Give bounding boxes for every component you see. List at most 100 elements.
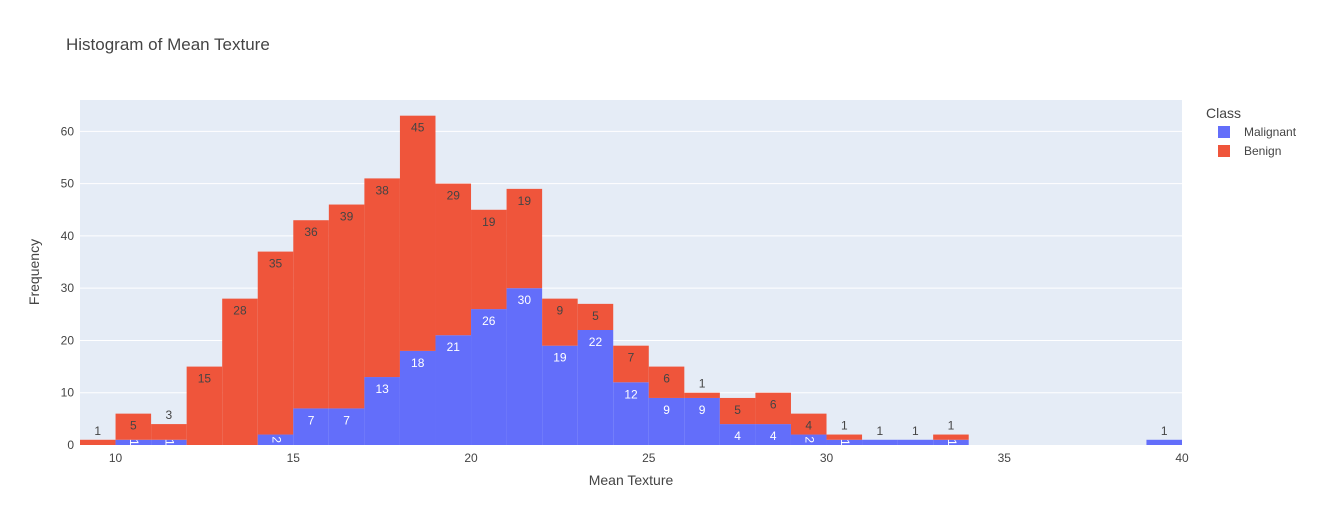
- legend-swatch-benign: [1218, 145, 1230, 157]
- bar-malignant[interactable]: [719, 424, 756, 445]
- bar-malignant[interactable]: [506, 288, 543, 445]
- bar-value-label: 28: [233, 304, 247, 318]
- bar-benign[interactable]: [364, 178, 400, 378]
- bar-benign[interactable]: [471, 209, 507, 310]
- legend-title: Class: [1206, 105, 1241, 121]
- bar-benign[interactable]: [577, 303, 614, 330]
- bar-value-label: 5: [592, 309, 599, 323]
- bar-malignant[interactable]: [151, 439, 187, 445]
- bar-benign[interactable]: [684, 392, 720, 398]
- bar-benign[interactable]: [826, 434, 863, 440]
- bar-benign[interactable]: [755, 392, 791, 425]
- bar-malignant[interactable]: [826, 439, 863, 445]
- bar-value-label: 1: [838, 439, 852, 446]
- bar-benign[interactable]: [328, 204, 365, 409]
- x-tick-label: 40: [1175, 451, 1189, 465]
- bar-value-label: 5: [130, 419, 137, 433]
- legend-label-benign: Benign: [1244, 144, 1281, 158]
- bar-malignant[interactable]: [293, 408, 329, 445]
- bar-value-label: 36: [304, 225, 318, 239]
- bar-benign[interactable]: [186, 366, 223, 445]
- bar-value-label: 1: [163, 439, 177, 446]
- bar-benign[interactable]: [151, 424, 187, 440]
- bar-value-label: 2: [269, 436, 283, 443]
- bar-value-label: 26: [482, 314, 496, 328]
- bar-malignant[interactable]: [115, 439, 152, 445]
- legend: Class Malignant Benign: [1206, 105, 1297, 158]
- bar-value-label: 1: [841, 419, 848, 433]
- bar-benign[interactable]: [80, 439, 116, 445]
- bar-malignant[interactable]: [897, 439, 934, 445]
- x-tick-label: 35: [998, 451, 1012, 465]
- bar-malignant[interactable]: [1146, 439, 1182, 445]
- bar-benign[interactable]: [115, 413, 152, 440]
- x-tick-label: 10: [109, 451, 123, 465]
- bar-value-label: 1: [94, 424, 101, 438]
- bar-malignant[interactable]: [257, 434, 294, 445]
- bar-value-label: 6: [663, 372, 670, 386]
- bar-benign[interactable]: [933, 434, 969, 440]
- bar-benign[interactable]: [222, 298, 258, 445]
- bar-malignant[interactable]: [399, 350, 436, 445]
- y-tick-label: 30: [61, 281, 75, 295]
- x-axis-title: Mean Texture: [589, 472, 674, 488]
- bar-benign[interactable]: [506, 188, 543, 289]
- x-tick-label: 30: [820, 451, 834, 465]
- bar-benign[interactable]: [613, 345, 649, 383]
- legend-item-benign[interactable]: Benign: [1218, 144, 1281, 158]
- bar-benign[interactable]: [790, 413, 827, 435]
- y-tick-label: 60: [61, 124, 75, 138]
- legend-swatch-malignant: [1218, 126, 1230, 138]
- bar-value-label: 21: [447, 340, 461, 354]
- bar-malignant[interactable]: [790, 434, 827, 445]
- bar-benign[interactable]: [542, 298, 578, 346]
- y-axis-title: Frequency: [26, 239, 42, 305]
- bar-malignant[interactable]: [933, 439, 969, 445]
- bar-value-label: 13: [375, 382, 389, 396]
- bar-benign[interactable]: [257, 251, 294, 435]
- bar-malignant[interactable]: [542, 345, 578, 445]
- bar-malignant[interactable]: [364, 377, 400, 445]
- bar-value-label: 7: [308, 413, 315, 427]
- bar-malignant[interactable]: [613, 382, 649, 445]
- bar-value-label: 1: [912, 424, 919, 438]
- bar-value-label: 3: [166, 408, 173, 422]
- y-tick-label: 10: [61, 386, 75, 400]
- bar-value-label: 19: [553, 351, 567, 365]
- bar-malignant[interactable]: [684, 397, 720, 445]
- bar-value-label: 4: [770, 429, 777, 443]
- legend-item-malignant[interactable]: Malignant: [1218, 125, 1297, 139]
- bar-benign[interactable]: [399, 115, 436, 351]
- bar-value-label: 38: [375, 183, 389, 197]
- bar-value-label: 1: [1161, 424, 1168, 438]
- bar-value-label: 30: [518, 293, 532, 307]
- bar-malignant[interactable]: [648, 397, 685, 445]
- bar-value-label: 22: [589, 335, 603, 349]
- y-axis-ticks: 0 10 20 30 40 50 60: [61, 124, 75, 452]
- bar-malignant[interactable]: [328, 408, 365, 445]
- bar-benign[interactable]: [435, 183, 472, 336]
- x-tick-label: 15: [287, 451, 301, 465]
- bar-value-label: 39: [340, 210, 354, 224]
- y-tick-label: 20: [61, 333, 75, 347]
- bar-value-label: 15: [198, 372, 212, 386]
- bars: [80, 115, 1182, 445]
- bar-benign[interactable]: [293, 220, 329, 409]
- bar-value-label: 29: [447, 189, 461, 203]
- x-tick-label: 20: [464, 451, 478, 465]
- bar-benign[interactable]: [719, 397, 756, 425]
- bar-value-label: 1: [876, 424, 883, 438]
- bar-malignant[interactable]: [862, 439, 898, 445]
- bar-value-label: 19: [482, 215, 496, 229]
- bar-value-label: 12: [624, 387, 638, 401]
- bar-benign[interactable]: [648, 366, 685, 398]
- chart-title: Histogram of Mean Texture: [66, 35, 270, 54]
- bar-value-label: 6: [770, 398, 777, 412]
- bar-malignant[interactable]: [577, 330, 614, 445]
- bar-value-label: 9: [663, 403, 670, 417]
- bar-malignant[interactable]: [435, 335, 472, 445]
- bar-malignant[interactable]: [755, 424, 791, 445]
- bar-malignant[interactable]: [471, 309, 507, 445]
- y-tick-label: 50: [61, 177, 75, 191]
- bar-value-label: 5: [734, 403, 741, 417]
